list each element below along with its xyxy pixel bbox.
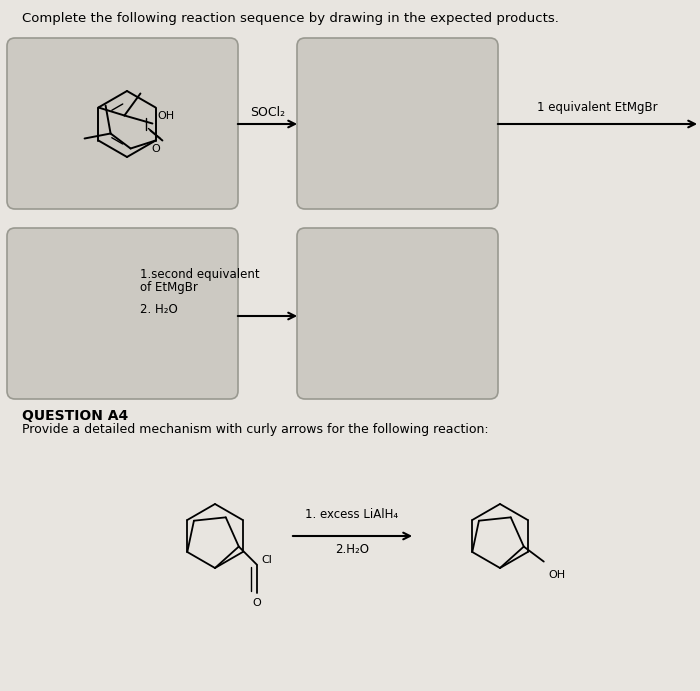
FancyBboxPatch shape bbox=[7, 38, 238, 209]
Text: Provide a detailed mechanism with curly arrows for the following reaction:: Provide a detailed mechanism with curly … bbox=[22, 423, 489, 436]
Text: Cl: Cl bbox=[262, 555, 273, 565]
Text: O: O bbox=[151, 144, 160, 153]
FancyBboxPatch shape bbox=[7, 228, 238, 399]
Text: SOCl₂: SOCl₂ bbox=[250, 106, 285, 119]
Text: 1. excess LiAlH₄: 1. excess LiAlH₄ bbox=[305, 508, 398, 521]
Text: 1.second equivalent: 1.second equivalent bbox=[140, 268, 260, 281]
Text: OH: OH bbox=[158, 111, 174, 120]
Text: Complete the following reaction sequence by drawing in the expected products.: Complete the following reaction sequence… bbox=[22, 12, 559, 25]
Text: 2.H₂O: 2.H₂O bbox=[335, 543, 369, 556]
FancyBboxPatch shape bbox=[297, 38, 498, 209]
Text: 2. H₂O: 2. H₂O bbox=[140, 303, 178, 316]
Text: QUESTION A4: QUESTION A4 bbox=[22, 409, 128, 423]
Text: of EtMgBr: of EtMgBr bbox=[140, 281, 198, 294]
FancyBboxPatch shape bbox=[297, 228, 498, 399]
Text: O: O bbox=[253, 598, 261, 607]
Text: 1 equivalent EtMgBr: 1 equivalent EtMgBr bbox=[537, 101, 657, 114]
Text: OH: OH bbox=[549, 569, 566, 580]
